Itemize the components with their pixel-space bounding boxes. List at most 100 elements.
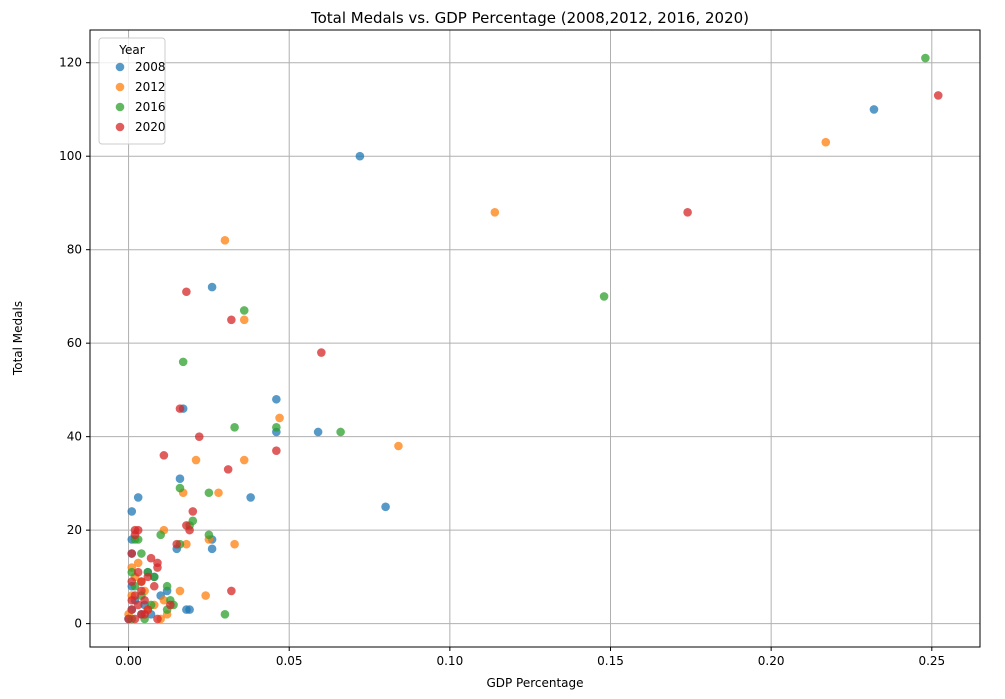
legend-label: 2016 — [135, 100, 166, 114]
series-2012 — [124, 137, 831, 624]
grid — [90, 30, 980, 647]
x-tick-label: 0.10 — [436, 654, 463, 668]
data-point — [133, 600, 143, 610]
data-point — [127, 577, 137, 586]
data-point — [204, 488, 214, 498]
data-point — [175, 586, 185, 596]
data-point — [182, 287, 191, 297]
ticks: 0.00 0.05 0.10 0.15 0.20 0.25 0 20 40 60 80 100 120 — [59, 56, 945, 668]
data-point — [381, 502, 390, 512]
legend-marker — [115, 102, 125, 112]
chart-title: Total Medals vs. GDP Percentage (2008,20… — [310, 9, 749, 27]
x-axis-label: GDP Percentage — [486, 676, 583, 690]
x-tick-label: 0.00 — [115, 654, 142, 668]
data-point — [272, 446, 281, 455]
data-point — [143, 572, 153, 582]
data-point — [394, 441, 403, 451]
data-point — [156, 530, 165, 540]
data-point — [133, 567, 143, 577]
data-point — [336, 427, 345, 437]
data-point — [127, 605, 137, 614]
plot-frame — [89, 29, 981, 648]
y-tick-label: 60 — [67, 336, 82, 350]
series-2020 — [124, 91, 943, 624]
data-point — [355, 151, 365, 161]
legend-label: 2008 — [135, 60, 166, 74]
data-point — [185, 525, 194, 535]
data-point — [490, 207, 500, 217]
legend-label: 2020 — [135, 120, 166, 134]
legend-marker — [115, 62, 125, 72]
legend-title: Year — [118, 43, 144, 57]
data-point — [921, 53, 930, 63]
data-point — [137, 586, 146, 596]
data-point — [146, 553, 156, 563]
data-point — [153, 614, 162, 624]
data-point — [220, 236, 230, 245]
data-point — [683, 207, 692, 217]
data-point — [207, 282, 217, 292]
y-tick-label: 0 — [74, 617, 82, 631]
legend-marker — [115, 82, 125, 92]
y-tick-label: 80 — [67, 243, 82, 257]
data-point — [127, 507, 137, 516]
y-tick-label: 20 — [67, 523, 82, 537]
data-point — [127, 567, 137, 577]
data-point — [239, 315, 249, 325]
x-tick-label: 0.20 — [758, 654, 785, 668]
data-point — [207, 544, 217, 554]
data-point — [239, 306, 249, 315]
data-point — [869, 105, 879, 114]
data-point — [821, 137, 831, 147]
data-point — [191, 455, 201, 465]
data-point — [127, 549, 137, 558]
data-point — [137, 577, 146, 586]
y-tick-label: 120 — [59, 56, 82, 70]
data-point — [175, 404, 185, 413]
data-point — [149, 572, 159, 582]
data-point — [275, 413, 284, 423]
x-tick-label: 0.25 — [918, 654, 945, 668]
data-point — [159, 595, 169, 605]
legend: Year 2008 2012 2016 2020 — [98, 37, 166, 145]
data-point — [175, 483, 185, 493]
y-axis-label: Total Medals — [11, 301, 25, 376]
data-point — [599, 292, 609, 301]
data-point — [230, 423, 239, 432]
data-point — [137, 549, 146, 558]
data-point — [159, 451, 169, 460]
y-tick-label: 100 — [59, 149, 82, 163]
data-point — [313, 427, 323, 437]
series-2016 — [127, 53, 930, 624]
data-point — [162, 581, 172, 591]
data-point — [149, 581, 159, 591]
data-points — [124, 53, 943, 624]
data-point — [127, 595, 137, 605]
legend-label: 2012 — [135, 80, 166, 94]
data-point — [188, 507, 198, 516]
data-point — [153, 563, 162, 572]
data-point — [220, 609, 230, 619]
data-point — [227, 586, 236, 596]
data-point — [204, 530, 214, 540]
data-point — [140, 595, 149, 605]
data-point — [214, 488, 223, 498]
data-point — [194, 432, 204, 441]
data-point — [227, 315, 236, 325]
data-point — [124, 614, 133, 624]
data-point — [182, 539, 191, 549]
data-point — [272, 394, 281, 404]
data-point — [172, 539, 182, 549]
data-point — [175, 474, 185, 484]
y-tick-label: 40 — [67, 430, 82, 444]
legend-marker — [115, 122, 125, 132]
data-point — [133, 493, 143, 502]
data-point — [140, 609, 149, 619]
data-point — [166, 600, 175, 610]
legend-box — [98, 37, 166, 145]
data-point — [933, 91, 943, 100]
data-point — [317, 348, 326, 357]
data-point — [223, 465, 233, 474]
data-point — [239, 455, 249, 465]
